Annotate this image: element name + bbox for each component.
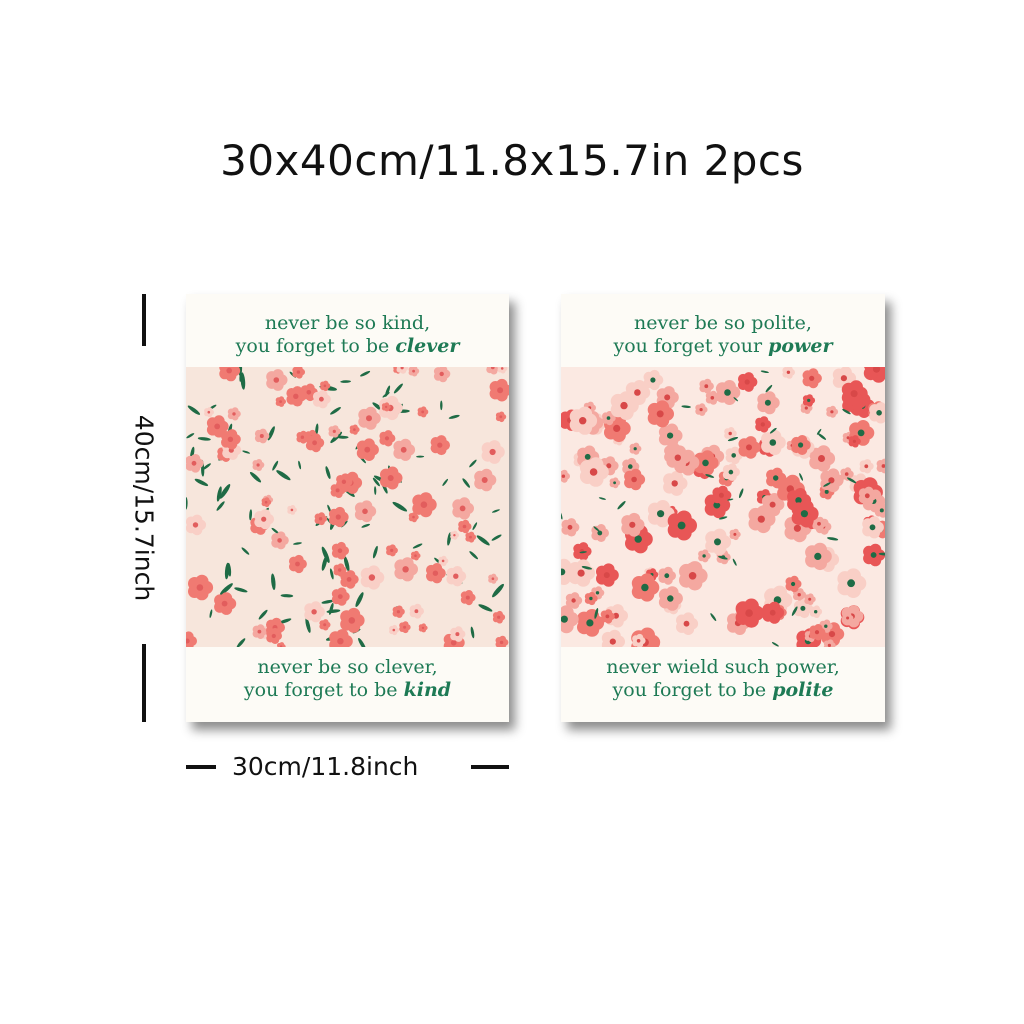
height-bar-bottom: [142, 644, 146, 722]
quote-line: never be so kind,: [186, 312, 509, 335]
quote-line: never wield such power,: [561, 656, 885, 679]
quote-text: you forget to be: [613, 679, 773, 701]
quote-emphasis: polite: [772, 679, 833, 701]
poster-top-quote: never be so polite, you forget your powe…: [561, 312, 885, 358]
flower-shape: [869, 402, 885, 423]
quote-emphasis: clever: [395, 335, 459, 357]
quote-line: you forget to be kind: [186, 679, 509, 702]
quote-line: never be so polite,: [561, 312, 885, 335]
width-bar-right: [471, 765, 509, 769]
height-dimension-label: 40cm/15.7inch: [130, 415, 159, 601]
floral-pattern-left: [186, 367, 509, 647]
quote-line: you forget to be clever: [186, 335, 509, 358]
quote-line: never be so clever,: [186, 656, 509, 679]
floral-pattern-right: [561, 367, 885, 647]
quote-line: you forget to be polite: [561, 679, 885, 702]
leaf-shape: [440, 401, 442, 411]
poster-bottom-quote: never wield such power, you forget to be…: [561, 656, 885, 702]
floral-pattern-illustration: [186, 367, 509, 647]
poster-top-quote: never be so kind, you forget to be cleve…: [186, 312, 509, 358]
quote-emphasis: kind: [404, 679, 451, 701]
width-dimension-marker: 30cm/11.8inch: [186, 752, 509, 782]
poster-bottom-quote: never be so clever, you forget to be kin…: [186, 656, 509, 702]
poster-polite-power: never be so polite, you forget your powe…: [561, 294, 885, 722]
width-bar-left: [186, 765, 216, 769]
flower-shape: [490, 379, 509, 402]
poster-kind-clever: never be so kind, you forget to be cleve…: [186, 294, 509, 722]
quote-text: you forget to be: [236, 335, 396, 357]
flower-shape: [875, 503, 885, 518]
quote-text: you forget to be: [244, 679, 404, 701]
height-bar-top: [142, 294, 146, 346]
quote-line: you forget your power: [561, 335, 885, 358]
size-headline: 30x40cm/11.8x15.7in 2pcs: [0, 136, 1024, 185]
quote-emphasis: power: [768, 335, 832, 357]
quote-text: you forget your: [613, 335, 768, 357]
width-dimension-label: 30cm/11.8inch: [232, 752, 418, 782]
floral-pattern-illustration: [561, 367, 885, 647]
